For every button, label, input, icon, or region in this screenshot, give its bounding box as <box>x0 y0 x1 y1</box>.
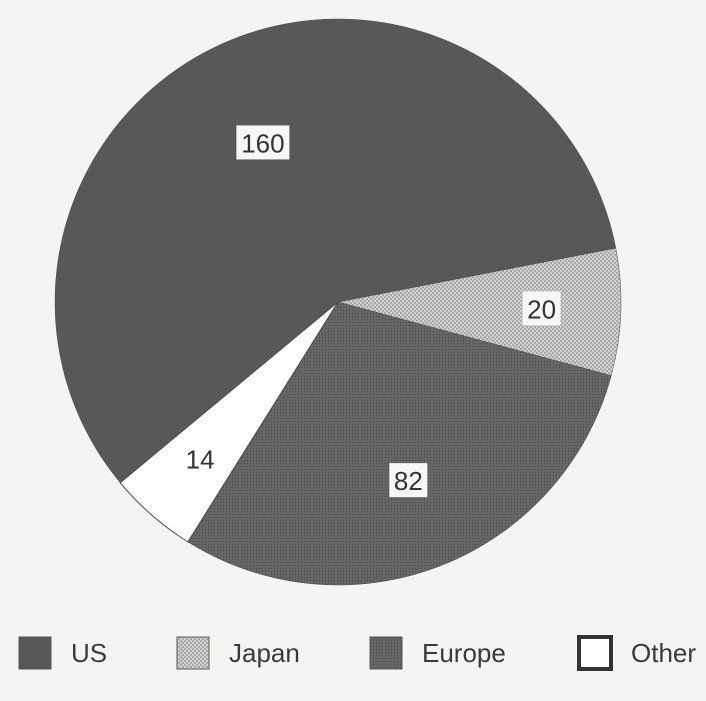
legend: US Japan Europe Other <box>18 635 696 671</box>
legend-swatch-japan <box>176 636 210 670</box>
legend-swatch-us <box>18 636 52 670</box>
legend-item-us: US <box>18 636 107 670</box>
legend-label-other: Other <box>631 638 696 668</box>
legend-label-europe: Europe <box>422 638 506 668</box>
data-label-other: 14 <box>186 445 215 475</box>
pie-slice-us <box>54 18 617 484</box>
legend-label-us: US <box>71 638 107 668</box>
pie-slices <box>54 18 622 586</box>
data-label-bg-us <box>236 125 290 160</box>
legend-item-japan: Japan <box>176 636 300 670</box>
data-label-japan: 20 <box>527 294 556 324</box>
legend-item-europe: Europe <box>369 636 506 670</box>
legend-item-other: Other <box>577 635 696 671</box>
pie-slice-japan <box>337 247 622 376</box>
data-label-bg-japan <box>522 291 561 326</box>
legend-swatch-europe <box>369 636 403 670</box>
pie-slice-europe <box>187 301 612 586</box>
pie-data-labels: 20 82 14 160 <box>186 125 561 498</box>
legend-label-japan: Japan <box>229 638 300 668</box>
data-label-bg-europe <box>389 463 428 498</box>
legend-swatch-other <box>577 635 613 671</box>
data-label-us: 160 <box>241 128 284 158</box>
data-label-europe: 82 <box>394 466 423 496</box>
